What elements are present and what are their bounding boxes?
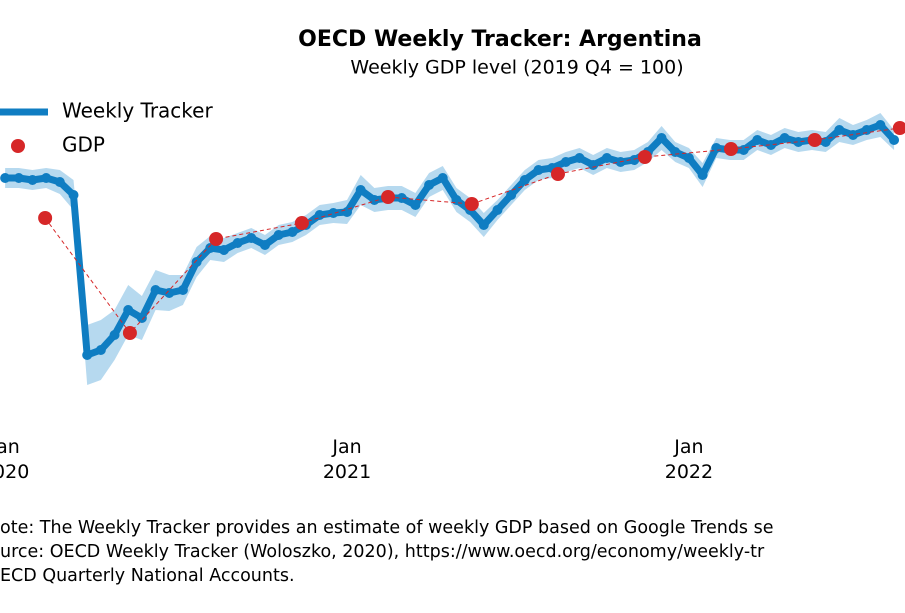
tracker-point	[246, 233, 257, 243]
x-tick-label-line: 2022	[665, 461, 713, 483]
tracker-point	[560, 157, 571, 167]
tracker-point	[123, 305, 134, 315]
tracker-point	[793, 137, 804, 147]
tracker-point	[396, 193, 407, 203]
tracker-point	[205, 243, 216, 253]
gdp-point	[723, 142, 738, 156]
tracker-point	[328, 208, 339, 218]
tracker-point	[779, 133, 790, 143]
gdp-point	[464, 197, 479, 211]
x-tick-label-line: Jan	[0, 436, 20, 458]
legend-label: GDP	[62, 133, 105, 157]
x-tick-label: Jan 2022	[665, 436, 713, 483]
tracker-point	[861, 125, 872, 135]
tracker-point	[314, 210, 325, 220]
tracker-point	[68, 190, 79, 200]
tracker-point	[820, 137, 831, 147]
tracker-point	[506, 190, 517, 200]
tracker-point	[0, 173, 11, 183]
tracker-point	[369, 195, 380, 205]
tracker-point	[82, 350, 93, 360]
x-tick-label: Jan 2021	[323, 436, 371, 483]
gdp-point	[550, 167, 565, 181]
tracker-point	[437, 173, 448, 183]
gdp-point	[807, 133, 822, 147]
tracker-point	[109, 330, 120, 340]
tracker-point	[259, 240, 270, 250]
tracker-point	[601, 153, 612, 163]
tracker-point	[492, 205, 503, 215]
gdp-line	[44, 127, 900, 334]
x-tick-label: Jan 2020	[0, 436, 29, 483]
tracker-point	[177, 285, 188, 295]
tracker-point	[629, 155, 640, 165]
tracker-point	[697, 170, 708, 180]
x-tick-label-line: 2020	[0, 461, 29, 483]
x-tick-label-line: 2021	[323, 461, 371, 483]
tracker-point	[752, 135, 763, 145]
gdp-point	[122, 326, 137, 340]
tracker-point	[588, 160, 599, 170]
tracker-point	[287, 227, 298, 237]
tracker-point	[656, 133, 667, 143]
tracker-point	[889, 135, 900, 145]
tracker-point	[533, 165, 544, 175]
gdp-point	[38, 211, 53, 225]
tracker-point	[27, 175, 38, 185]
tracker-point	[191, 257, 202, 267]
chart-title: OECD Weekly Tracker: Argentina	[298, 27, 702, 52]
confidence-band	[5, 113, 895, 385]
tracker-point	[13, 173, 24, 183]
tracker-point	[519, 175, 530, 185]
tracker-point	[273, 230, 284, 240]
tracker-point	[711, 143, 722, 153]
tracker-point	[54, 177, 65, 187]
tracker-point	[95, 345, 106, 355]
tracker-point	[834, 125, 845, 135]
tracker-point	[41, 173, 52, 183]
tracker-point	[670, 147, 681, 157]
x-tick-label-line: Jan	[331, 436, 361, 458]
tracker-point	[738, 145, 749, 155]
gdp-point	[381, 190, 396, 204]
gdp-point	[637, 150, 652, 164]
tracker-point	[150, 285, 161, 295]
tracker-point	[424, 180, 435, 190]
tracker-point	[410, 200, 421, 210]
tracker-point	[875, 120, 886, 130]
tracker-point	[136, 313, 147, 323]
legend-swatch	[11, 139, 25, 153]
chart-subtitle: Weekly GDP level (2019 Q4 = 100)	[350, 57, 683, 79]
gdp-point	[209, 232, 224, 246]
tracker-point	[342, 207, 353, 217]
note: ote: The Weekly Tracker provides an esti…	[0, 518, 774, 538]
gdp-point	[892, 121, 905, 135]
tracker-point	[164, 288, 175, 298]
tracker-point	[478, 220, 489, 230]
x-tick-label-line: Jan	[673, 436, 703, 458]
legend-label: Weekly Tracker	[62, 99, 213, 123]
note: ECD Quarterly National Accounts.	[0, 566, 295, 586]
tracker-point	[765, 140, 776, 150]
tracker-point	[218, 245, 229, 255]
tracker-point	[232, 238, 243, 248]
tracker-point	[574, 153, 585, 163]
tracker-point	[683, 153, 694, 163]
tracker-point	[355, 185, 366, 195]
note: urce: OECD Weekly Tracker (Woloszko, 202…	[0, 542, 765, 562]
gdp-point	[294, 216, 309, 230]
